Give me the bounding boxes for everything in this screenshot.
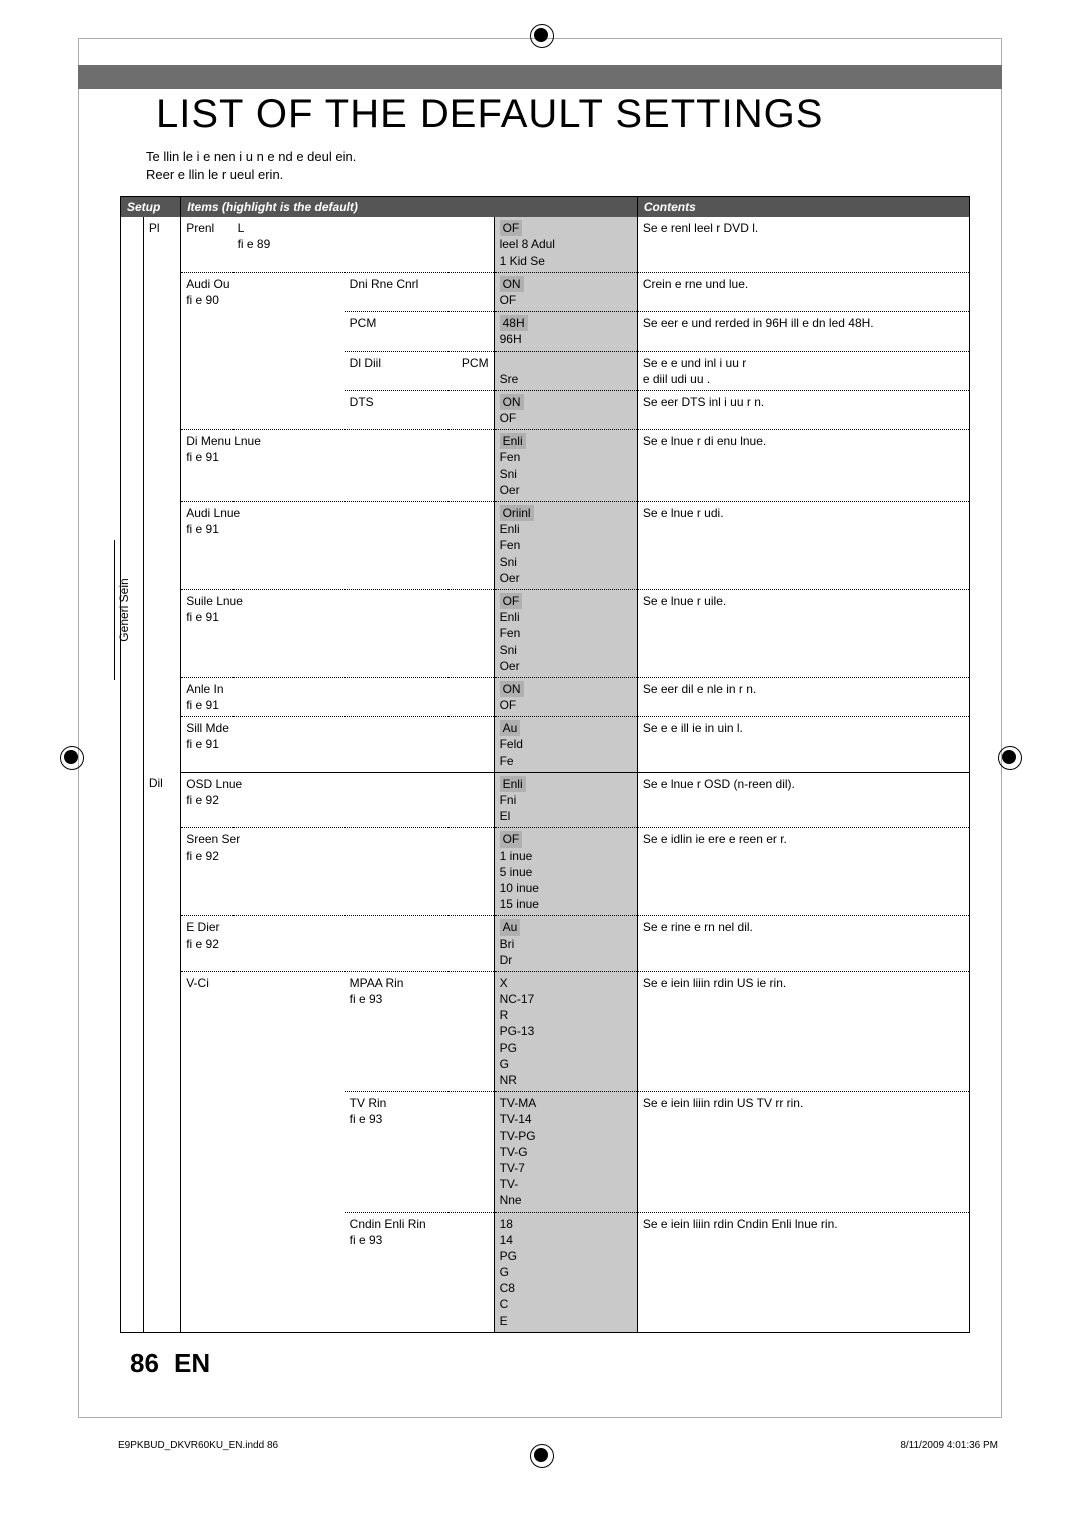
cell: E Dier fi e 92 bbox=[181, 916, 494, 972]
cell: Di Menu Lnue fi e 91 bbox=[181, 430, 494, 502]
intro-line2: Reer e llin le r ueul erin. bbox=[146, 166, 356, 184]
table-row: Audi Lnue fi e 91 OriinlEnliFenSniOer Se… bbox=[121, 502, 970, 590]
cell: V-Ci bbox=[181, 971, 345, 1332]
cell: XNC-17RPG-13PGGNR bbox=[494, 971, 637, 1091]
cell: Audi Lnue fi e 91 bbox=[181, 502, 494, 590]
cell: 1814PGGC8CE bbox=[494, 1212, 637, 1332]
cell: Sill Mde fi e 91 bbox=[181, 717, 494, 773]
cell: Audi Ou fi e 90 bbox=[181, 272, 345, 430]
table-header-row: Setup Items (highlight is the default) C… bbox=[121, 197, 970, 218]
hdr-items: Items (highlight is the default) bbox=[181, 197, 638, 218]
crop-mark-icon bbox=[530, 1444, 552, 1466]
cell: Se eer dil e nle in r n. bbox=[637, 677, 969, 716]
cell: Sre bbox=[494, 351, 637, 390]
hdr-contents: Contents bbox=[637, 197, 969, 218]
cell: Se eer e und rerded in 96H ill e dn led … bbox=[637, 312, 969, 351]
cell: Pl bbox=[143, 217, 180, 772]
cell: AuFeldFe bbox=[494, 717, 637, 773]
footer-right: 8/11/2009 4:01:36 PM bbox=[900, 1440, 998, 1451]
table-row: Sreen Ser fi e 92 OF1 inue5 inue10 inue1… bbox=[121, 828, 970, 916]
cell: Se e lnue r uile. bbox=[637, 589, 969, 677]
cell: Anle In fi e 91 bbox=[181, 677, 494, 716]
cell: Prenl bbox=[181, 217, 233, 272]
cell: Dni Rne Cnrl bbox=[345, 272, 494, 311]
table-row: Suile Lnue fi e 91 OFEnliFenSniOer Se e … bbox=[121, 589, 970, 677]
cell: ONOF bbox=[494, 272, 637, 311]
cell: 48H96H bbox=[494, 312, 637, 351]
cell: Dl Diil bbox=[345, 351, 449, 390]
cell: OF1 inue5 inue10 inue15 inue bbox=[494, 828, 637, 916]
table-row: V-Ci MPAA Rin fi e 93 XNC-17RPG-13PGGNR … bbox=[121, 971, 970, 1091]
cell: ONOF bbox=[494, 390, 637, 429]
cell: Se e iein liiin rdin US TV rr rin. bbox=[637, 1092, 969, 1212]
cell: TV-MATV-14TV-PGTV-GTV-7TV-Nne bbox=[494, 1092, 637, 1212]
cell: OFEnliFenSniOer bbox=[494, 589, 637, 677]
intro-line1: Te llin le i e nen i u n e nd e deul ein… bbox=[146, 148, 356, 166]
table-row: Dil OSD Lnue fi e 92 EnliFniEl Se e lnue… bbox=[121, 772, 970, 828]
cell: Se e lnue r udi. bbox=[637, 502, 969, 590]
crop-mark-icon bbox=[60, 746, 82, 768]
cell: Se e lnue r di enu lnue. bbox=[637, 430, 969, 502]
cell: Suile Lnue fi e 91 bbox=[181, 589, 494, 677]
crop-mark-icon bbox=[530, 24, 552, 46]
cell: PCM bbox=[345, 312, 494, 351]
cell: Dil bbox=[143, 772, 180, 1332]
cell: OFleel 8 Adul1 Kid Se bbox=[494, 217, 637, 272]
table-row: Sill Mde fi e 91 AuFeldFe Se e e ill ie … bbox=[121, 717, 970, 773]
crop-mark-icon bbox=[998, 746, 1020, 768]
settings-table: Setup Items (highlight is the default) C… bbox=[120, 196, 970, 1333]
cell: ONOF bbox=[494, 677, 637, 716]
cell: Se eer DTS inl i uu r n. bbox=[637, 390, 969, 429]
table-row: Di Menu Lnue fi e 91 EnliFenSniOer Se e … bbox=[121, 430, 970, 502]
hdr-setup: Setup bbox=[121, 197, 181, 218]
table-row: Audi Ou fi e 90 Dni Rne Cnrl ONOF Crein … bbox=[121, 272, 970, 311]
cell: PCM bbox=[448, 351, 494, 390]
page-number: 86 bbox=[130, 1348, 159, 1379]
cell: Se e iein liiin rdin Cndin Enli lnue rin… bbox=[637, 1212, 969, 1332]
header-bar bbox=[78, 65, 1002, 89]
cell: Se e e und inl i uu r e diil udi uu . bbox=[637, 351, 969, 390]
cell: Se e e ill ie in uin l. bbox=[637, 717, 969, 773]
cell: DTS bbox=[345, 390, 494, 429]
table-row: E Dier fi e 92 AuBriDr Se e rine e rn ne… bbox=[121, 916, 970, 972]
cell: L fi e 89 bbox=[233, 217, 495, 272]
cell: Se e renl leel r DVD l. bbox=[637, 217, 969, 272]
cell: TV Rin fi e 93 bbox=[345, 1092, 494, 1212]
cell: OSD Lnue fi e 92 bbox=[181, 772, 494, 828]
footer-left: E9PKBUD_DKVR60KU_EN.indd 86 bbox=[118, 1440, 278, 1451]
cell: Cndin Enli Rin fi e 93 bbox=[345, 1212, 494, 1332]
cell: Se e iein liiin rdin US ie rin. bbox=[637, 971, 969, 1091]
cell: Se e idlin ie ere e reen er r. bbox=[637, 828, 969, 916]
page-lang: EN bbox=[174, 1348, 210, 1379]
cell: Se e rine e rn nel dil. bbox=[637, 916, 969, 972]
cell: MPAA Rin fi e 93 bbox=[345, 971, 494, 1091]
cell: AuBriDr bbox=[494, 916, 637, 972]
page-title: LIST OF THE DEFAULT SETTINGS bbox=[156, 92, 956, 137]
cell: Sreen Ser fi e 92 bbox=[181, 828, 494, 916]
intro-text: Te llin le i e nen i u n e nd e deul ein… bbox=[146, 148, 356, 184]
cell: OriinlEnliFenSniOer bbox=[494, 502, 637, 590]
cell: EnliFniEl bbox=[494, 772, 637, 828]
table-row: Pl Prenl L fi e 89 OFleel 8 Adul1 Kid Se… bbox=[121, 217, 970, 272]
table-row: Anle In fi e 91 ONOF Se eer dil e nle in… bbox=[121, 677, 970, 716]
cell: Se e lnue r OSD (n-reen dil). bbox=[637, 772, 969, 828]
cell: Crein e rne und lue. bbox=[637, 272, 969, 311]
cell: EnliFenSniOer bbox=[494, 430, 637, 502]
